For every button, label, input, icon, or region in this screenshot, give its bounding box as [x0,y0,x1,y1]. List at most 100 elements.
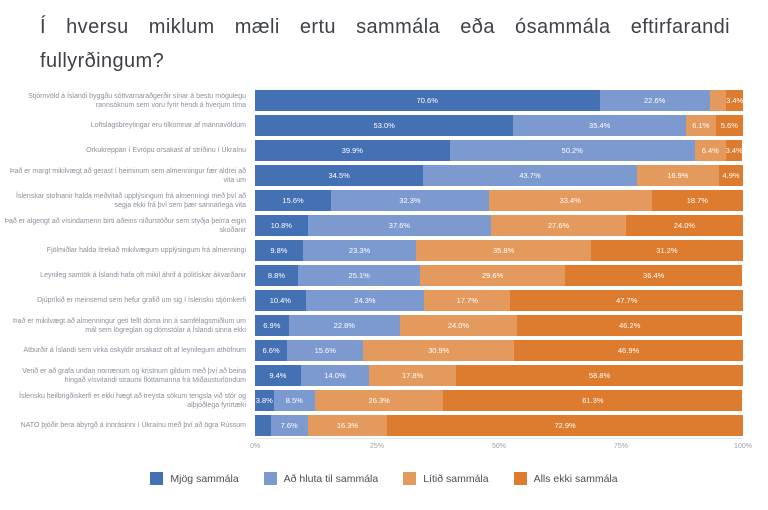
bar-segment-1: 70.6% [255,90,600,111]
value-label: 24.0% [673,221,696,230]
axis-tick: 0% [249,443,261,450]
value-label: 32.3% [399,196,421,205]
bar-segment-2: 25.1% [297,265,421,286]
bar-segment-2: 23.3% [302,240,417,261]
chart-row: Íslensku heilbrigðiskerfi er ekki hægt a… [0,388,743,413]
value-label: 18.7% [686,196,708,205]
bar-segment-2: 14.0% [300,365,370,386]
bar-segment-3: 26.3% [315,390,444,411]
category-label: NATO þjóðir bera ábyrgð á innrásinni í Ú… [20,422,246,429]
legend-label: Alls ekki sammála [533,472,618,485]
stacked-bar: 3.8% 8.5% 26.3% 61.3% [255,390,743,411]
bar-segment-2: 32.3% [331,190,489,211]
bar-segment-1: 9.8% [255,240,303,261]
value-label: 6.1% [692,121,710,130]
bar-segment-2: 8.5% [273,390,315,411]
bar-segment-4: 36.4% [564,265,743,286]
chart-row: Verið er að grafa undan norrænum og kris… [0,363,743,388]
legend-swatch-3 [403,472,417,485]
bar-segment-1: 34.5% [255,165,424,186]
rows: Stjórnvöld á Íslandi byggðu sóttvarnarað… [0,88,743,438]
legend-swatch-1 [150,472,164,485]
category-label: Atburðir á Íslandi sem virka óskyldir or… [23,347,246,354]
bar-segment-4: 24.0% [625,215,743,236]
stacked-bar: 6.9% 22.8% 24.0% 46.2% [255,315,743,336]
chart-row: Orkukreppan í Evrópu orsakast af stríðin… [0,138,743,163]
bar-segment-4: 31.2% [590,240,743,261]
bar-segment-2: 24.3% [305,290,425,311]
bar-segment-3: 17.7% [424,290,511,311]
bar-segment-1: 8.8% [255,265,298,286]
value-label: 39.9% [341,146,363,155]
value-label: 10.8% [270,221,292,230]
value-label: 15.6% [282,196,304,205]
chart-title-line: fullyrðingum? [40,50,165,72]
bar-segment-3: 24.0% [399,315,518,336]
value-label: 33.4% [559,196,581,205]
bar-segment-2: 15.6% [287,340,364,361]
value-label: 34.5% [328,171,350,180]
category-label: Það er mikilvægt að almenningur geti fel… [12,317,246,334]
stacked-bar: 34.5% 43.7% 16.9% 4.9% [255,165,743,186]
value-label: 53.0% [373,121,395,130]
category-label: Stjórnvöld á Íslandi byggðu sóttvarnarað… [28,92,246,109]
bar-segment-1: 9.4% [255,365,301,386]
category-label: Íslensku heilbrigðiskerfi er ekki hægt a… [19,392,246,409]
stacked-bar: 70.6% 22.6% 3.4% [255,90,743,111]
value-label: 27.6% [547,221,570,230]
value-label: 43.7% [519,171,541,180]
legend-label: Að hluta til sammála [283,472,379,485]
bar-segment-2: 50.2% [449,140,695,161]
stacked-bar: 10.8% 37.6% 27.6% 24.0% [255,215,743,236]
axis-ticks: 0% 25% 50% 75% 100% [250,438,752,455]
legend-item: Mjög sammála [150,472,239,485]
value-label: 47.7% [616,296,638,305]
bar-segment-2: 22.6% [599,90,710,111]
legend-label: Mjög sammála [170,472,239,485]
bar-segment-3: 29.6% [420,265,565,286]
chart-row: Fjölmiðlar halda ítrekað mikilvægum uppl… [0,238,743,263]
value-label: 4.9% [722,171,740,180]
value-label: 9.4% [269,371,287,380]
value-label: 16.3% [336,421,359,430]
chart-row: Djúpríkið er meinsemd sem hefur grafið u… [0,288,743,313]
value-label: 8.8% [267,271,286,280]
value-label: 25.1% [348,271,370,280]
bar-segment-4: 4.9% [719,165,743,186]
legend-swatch-4 [513,472,527,485]
chart-row: Það er margt mikilvægt að gerast í heimi… [0,163,743,188]
bar-segment-1: 10.4% [255,290,306,311]
bar-segment-3: 6.4% [694,140,726,161]
value-label: 8.5% [285,396,303,405]
legend-item: Lítið sammála [403,472,489,485]
bar-segment-3 [709,90,727,111]
bar-segment-4: 5.6% [715,115,743,136]
value-label: 3.8% [255,396,273,405]
chart-row: Leynileg samtök á Íslandi hafa oft mikil… [0,263,743,288]
category-label: Djúpríkið er meinsemd sem hefur grafið u… [37,297,246,304]
chart-title: Í hversu miklum mæli ertu sammála eða ós… [40,10,730,78]
value-label: 10.4% [269,296,291,305]
bar-segment-3: 35.8% [416,240,591,261]
value-label: 17.8% [401,371,424,380]
chart-title-line: Í hversu miklum mæli ertu sammála eða ós… [40,16,730,38]
category-label: Loftslagsbreytingar eru tilkomnar af man… [90,122,246,129]
value-label: 17.7% [456,296,478,305]
value-label: 46.2% [619,321,641,330]
bar-segment-1: 6.6% [255,340,288,361]
stacked-bar: 8.8% 25.1% 29.6% 36.4% [255,265,743,286]
bar-segment-4: 61.3% [443,390,743,411]
value-label: 24.3% [354,296,376,305]
bar-segment-3: 17.8% [369,365,457,386]
bar-segment-4: 3.4% [726,140,743,161]
category-label: Það er algengt að vísindamenn birti aðei… [4,217,246,234]
chart-row: NATO þjóðir bera ábyrgð á innrásinni í Ú… [0,413,743,438]
bar-segment-4: 58.8% [456,365,743,386]
bar-segment-1: 53.0% [255,115,514,136]
value-label: 14.0% [324,371,346,380]
bar-segment-3: 33.4% [488,190,652,211]
legend-swatch-2 [263,472,277,485]
value-label: 22.8% [333,321,355,330]
value-label: 30.9% [428,346,450,355]
bar-segment-1: 6.9% [255,315,289,336]
